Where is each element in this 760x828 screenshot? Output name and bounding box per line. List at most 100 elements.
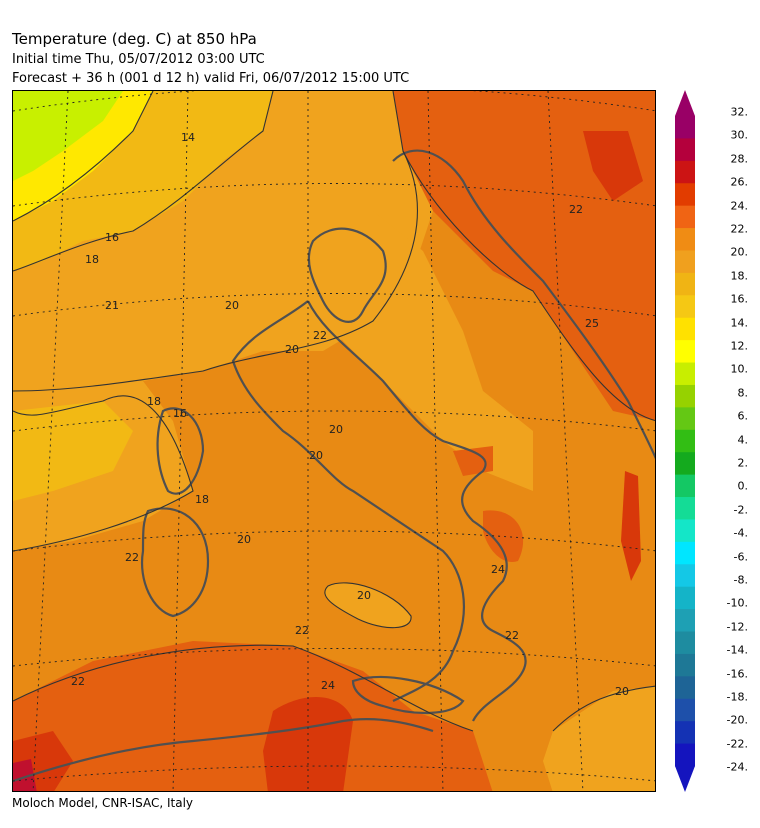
contour-label-22: 22 [313, 329, 327, 342]
colorbar-cell [675, 295, 695, 319]
zone-26-greece [621, 471, 641, 581]
temperature-map: 14 16 18 21 20 22 16 18 18 20 22 20 20 2… [12, 90, 656, 792]
colorbar-cell [675, 698, 695, 722]
zone-24-gargano [453, 446, 493, 476]
zone-24-south [13, 641, 493, 791]
contour-label-20c: 20 [285, 343, 299, 356]
contour-label-20g: 20 [329, 423, 343, 436]
contour-label-22e: 22 [505, 629, 519, 642]
zone-24-calabria [483, 510, 524, 562]
colorbar-cell [675, 497, 695, 520]
colorbar [675, 90, 695, 792]
colorbar-cell [675, 205, 695, 229]
colorbar-cell [675, 564, 695, 588]
colorbar-label: -24. [726, 760, 748, 774]
colorbar-label: -20. [726, 713, 748, 727]
colorbar-label: 2. [737, 456, 749, 470]
colorbar-arrow-bottom [675, 766, 695, 792]
colorbar-label: -22. [726, 737, 748, 751]
colorbar-label: 32. [730, 105, 749, 119]
colorbar-cell [675, 676, 695, 700]
initial-time: Initial time Thu, 05/07/2012 03:00 UTC [12, 52, 265, 67]
colorbar-cell [675, 631, 695, 655]
colorbar-label: 4. [737, 433, 749, 447]
colorbar-cell [675, 228, 695, 251]
contour-label-20: 20 [225, 299, 239, 312]
zone-18-west [13, 401, 133, 501]
contour-label-14: 14 [181, 131, 195, 144]
colorbar-label: 12. [730, 339, 749, 353]
isotherm-contours [13, 91, 655, 732]
contour-label-25: 25 [585, 317, 599, 330]
colorbar-cell [675, 384, 695, 408]
colorbar-label: -14. [726, 643, 748, 657]
colorbar-cell [675, 743, 695, 767]
contour-label-20e: 20 [615, 685, 629, 698]
contour-label-24: 24 [321, 679, 335, 692]
zone-26-northeast [583, 131, 643, 201]
contour-label-22d: 22 [71, 675, 85, 688]
colorbar-label: 0. [737, 479, 749, 493]
contour-label-24b: 24 [491, 563, 505, 576]
colorbar-cell [675, 474, 695, 498]
colorbar-label: 26. [730, 175, 749, 189]
colorbar-cell [675, 653, 695, 677]
colorbar-label: -6. [733, 550, 748, 564]
contour-label-22b: 22 [125, 551, 139, 564]
colorbar-cell [675, 160, 695, 184]
contour-label-18b: 18 [147, 395, 161, 408]
contour-label-18: 18 [85, 253, 99, 266]
contour-label-20b: 20 [237, 533, 251, 546]
colorbar-label: 6. [737, 409, 749, 423]
colorbar-label: 30. [730, 128, 749, 142]
colorbar-cell [675, 272, 695, 296]
colorbar-cell [675, 317, 695, 341]
contour-label-22c: 22 [295, 624, 309, 637]
contour-label-16b: 16 [173, 407, 187, 420]
colorbar-cell [675, 609, 695, 633]
colorbar-label: 16. [730, 292, 749, 306]
zone-12 [13, 91, 123, 181]
zone-20-tyrrhenian [324, 582, 412, 628]
colorbar-cells [675, 90, 695, 792]
colorbar-cell [675, 362, 695, 386]
colorbar-cell [675, 340, 695, 364]
contour-label-16: 16 [105, 231, 119, 244]
zone-26-south [263, 697, 353, 791]
zone-20-adriatic [313, 211, 533, 491]
graticule [13, 91, 655, 791]
colorbar-label: 22. [730, 222, 749, 236]
colorbar-label: 8. [737, 386, 749, 400]
colorbar-label: 10. [730, 362, 749, 376]
colorbar-label: -16. [726, 667, 748, 681]
chart-title: Temperature (deg. C) at 850 hPa [12, 30, 257, 48]
model-credit: Moloch Model, CNR-ISAC, Italy [12, 796, 194, 810]
zone-20-southeast [543, 686, 655, 791]
colorbar-arrow-top [675, 90, 695, 116]
contour-label-22f: 22 [569, 203, 583, 216]
colorbar-cell [675, 519, 695, 543]
colorbar-cell [675, 452, 695, 476]
coastlines [13, 149, 655, 783]
zone-28 [13, 759, 37, 791]
colorbar-label: -8. [733, 573, 748, 587]
forecast-validity: Forecast + 36 h (001 d 12 h) valid Fri, … [12, 71, 410, 86]
colorbar-labels: 32. 30. 28. 26. 24. 22. 20. 18. 16. 14. 12. 10. 8. 6.… [714, 90, 760, 792]
colorbar-label: -4. [733, 526, 748, 540]
colorbar-cell [675, 138, 695, 162]
colorbar-cell [675, 586, 695, 610]
colorbar-cell [675, 407, 695, 431]
colorbar-cell [675, 429, 695, 453]
colorbar-label: 20. [730, 245, 749, 259]
contour-label-18c: 18 [195, 493, 209, 506]
colorbar-label: -10. [726, 596, 748, 610]
colorbar-cell [675, 721, 695, 745]
contour-label-20f: 20 [309, 449, 323, 462]
colorbar-label: -18. [726, 690, 748, 704]
colorbar-label: 14. [730, 316, 749, 330]
colorbar-cell [675, 541, 695, 565]
colorbar-label: -12. [726, 620, 748, 634]
colorbar-cell [675, 116, 695, 139]
colorbar-label: 28. [730, 152, 749, 166]
map-canvas: 14 16 18 21 20 22 16 18 18 20 22 20 20 2… [13, 91, 655, 791]
